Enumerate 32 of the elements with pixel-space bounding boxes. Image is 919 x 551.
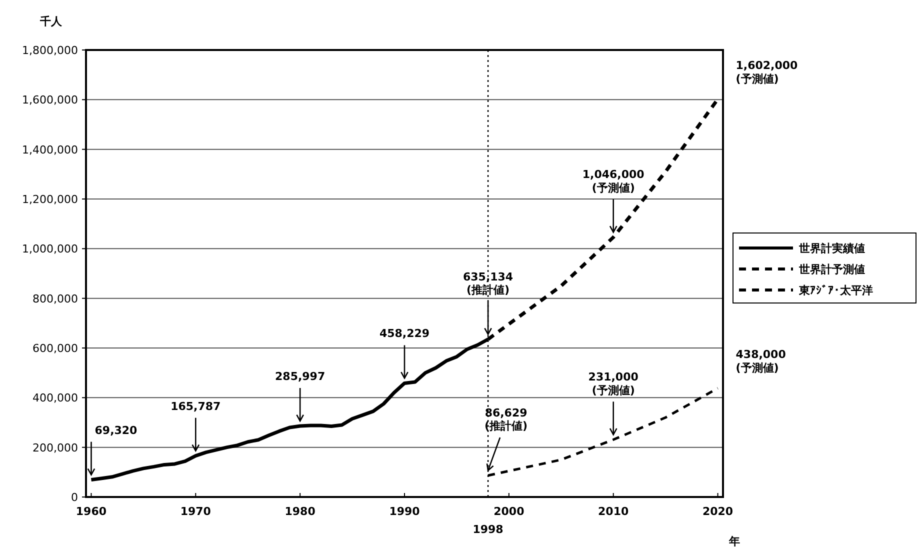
- y-axis-title: 千人: [39, 15, 63, 28]
- x-tick-label: 1990: [389, 505, 420, 518]
- y-tick-label: 800,000: [32, 292, 78, 306]
- annotation: 1,602,000 (予測値): [736, 59, 798, 86]
- x-tick-label: 1980: [284, 505, 316, 518]
- y-tick-label: 1,200,000: [22, 193, 78, 206]
- y-tick-label: 1,800,000: [22, 44, 78, 57]
- x-tick-label: 1960: [76, 505, 107, 518]
- y-tick-label: 1,000,000: [22, 242, 78, 256]
- y-tick-label: 200,000: [32, 441, 78, 454]
- x-axis-title: 年: [728, 535, 740, 548]
- y-tick-label: 600,000: [32, 342, 78, 355]
- y-tick-label: 400,000: [32, 392, 78, 405]
- legend-label: 世界計実績値: [798, 242, 865, 255]
- annotation: 231,000 (予測値): [588, 370, 639, 397]
- annotation: 165,787: [170, 400, 221, 413]
- annotation: 458,229: [379, 327, 430, 340]
- x-tick-label: 2000: [494, 505, 525, 518]
- ref-line-label: 1998: [472, 523, 504, 536]
- x-tick-label: 2020: [702, 505, 734, 518]
- y-tick-label: 1,600,000: [22, 94, 78, 107]
- legend-label: 東ｱｼﾞｱ･太平洋: [798, 284, 873, 297]
- legend-label: 世界計予測値: [798, 263, 865, 276]
- x-tick-label: 1970: [180, 505, 212, 518]
- annotation: 285,997: [275, 370, 326, 383]
- annotation: 1,046,000 (予測値): [582, 168, 645, 194]
- x-tick-label: 2010: [598, 505, 629, 518]
- annotation: 69,320: [94, 424, 138, 437]
- y-tick-label: 1,400,000: [22, 143, 78, 156]
- y-tick-label: 0: [71, 491, 78, 504]
- annotation: 438,000 (予測値): [736, 348, 786, 374]
- annotation: 635,134 (推計値): [462, 270, 514, 296]
